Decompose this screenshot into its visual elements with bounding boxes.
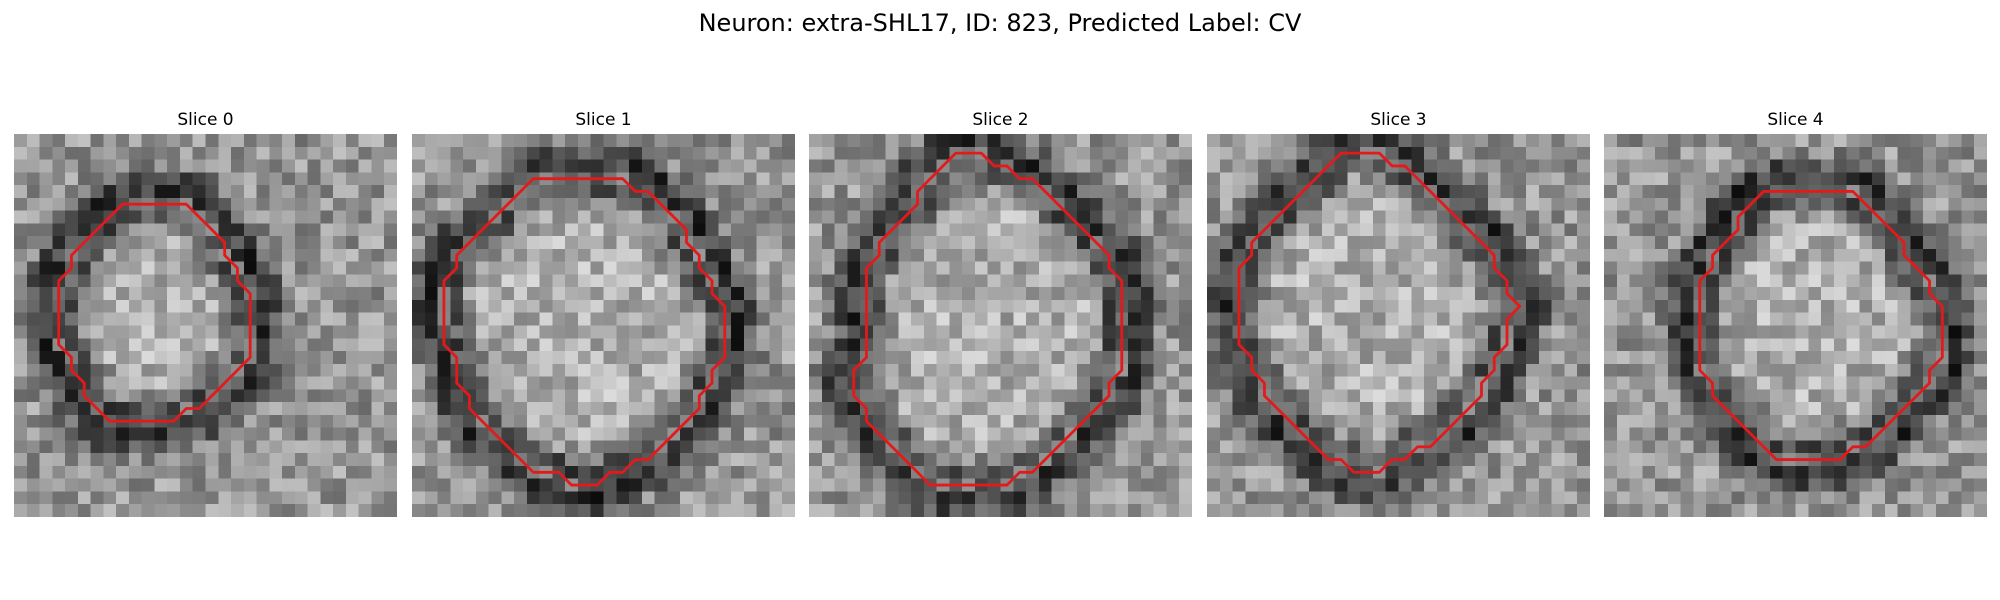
neuron-contour	[444, 179, 725, 485]
slice-title: Slice 2	[809, 108, 1192, 132]
neuron-contour	[1700, 191, 1943, 459]
slice-panel-0: Slice 0	[14, 108, 397, 517]
slice-panel-1: Slice 1	[412, 108, 795, 517]
slice-panel-4: Slice 4	[1604, 108, 1987, 517]
figure-title: Neuron: extra-SHL17, ID: 823, Predicted …	[0, 6, 2000, 40]
slice-image-frame	[412, 134, 795, 517]
slice-image-frame	[809, 134, 1192, 517]
slice-image-frame	[1604, 134, 1987, 517]
slice-title: Slice 3	[1207, 108, 1590, 132]
slice-image-frame	[14, 134, 397, 517]
slice-panel-3: Slice 3	[1207, 108, 1590, 517]
contour-overlay	[1604, 134, 1987, 517]
slice-title: Slice 0	[14, 108, 397, 132]
contour-overlay	[809, 134, 1192, 517]
contour-overlay	[14, 134, 397, 517]
neuron-contour	[1239, 153, 1520, 472]
slice-panel-2: Slice 2	[809, 108, 1192, 517]
contour-overlay	[412, 134, 795, 517]
slice-title: Slice 4	[1604, 108, 1987, 132]
neuron-contour	[854, 153, 1122, 485]
contour-overlay	[1207, 134, 1590, 517]
slice-title: Slice 1	[412, 108, 795, 132]
neuron-contour	[59, 204, 251, 421]
slice-image-frame	[1207, 134, 1590, 517]
